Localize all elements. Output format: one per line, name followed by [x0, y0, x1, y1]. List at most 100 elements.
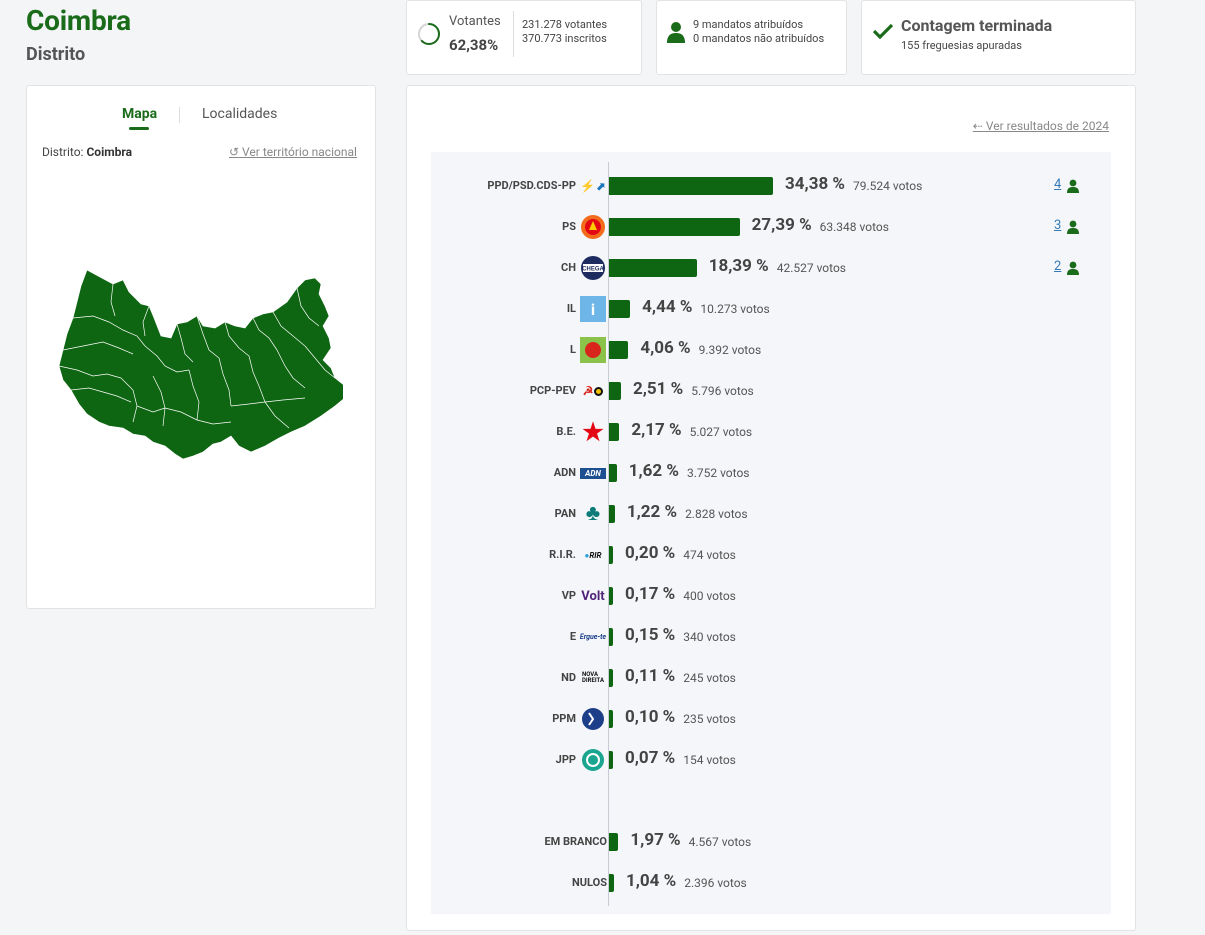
result-bar: [609, 751, 613, 769]
party-name: PPM: [552, 712, 576, 725]
result-pct: 1,22 %: [626, 502, 678, 522]
result-votes: 474 votos: [683, 548, 736, 562]
distrito-prefix: Distrito:: [42, 145, 84, 159]
party-name: E: [569, 630, 576, 643]
tab-divider: [179, 107, 180, 123]
result-bar: [609, 259, 697, 277]
party-row: PCP-PEV ☭ 2,51 % 5.796 votos: [431, 376, 1111, 406]
result-bar: [609, 382, 621, 400]
ver-resultados-2024-link[interactable]: ⇠ Ver resultados de 2024: [973, 119, 1109, 133]
party-name: VP: [561, 589, 576, 602]
party-name: ND: [561, 671, 576, 684]
freguesias-apuradas: 155 freguesias apuradas: [901, 39, 1022, 52]
party-row: E Ergue-te 0,15 % 340 votos: [431, 622, 1111, 652]
result-votes: 9.392 votos: [698, 343, 762, 357]
party-name: ADN: [553, 466, 576, 479]
rir-logo: ●RIR: [584, 550, 602, 560]
result-pct: 34,38 %: [785, 174, 845, 194]
party-row: VP Volt 0,17 % 400 votos: [431, 581, 1111, 611]
volt-logo: Volt: [581, 588, 605, 604]
result-votes: 79.524 votos: [853, 179, 923, 193]
contagem-card: Contagem terminada 155 freguesias apurad…: [861, 0, 1136, 75]
result-pct: 1,04 %: [625, 871, 677, 891]
party-name: EM BRANCO: [544, 835, 607, 848]
result-bar: [609, 874, 614, 892]
undo-icon: ↺: [229, 145, 240, 159]
axis-line: [608, 162, 609, 906]
pan-logo: ♣: [585, 501, 601, 526]
result-bar: [609, 218, 740, 236]
ergue-te-logo: Ergue-te: [579, 633, 607, 641]
result-votes: 63.348 votos: [819, 220, 889, 234]
result-pct: 0,17 %: [625, 584, 676, 604]
result-votes: 340 votos: [683, 630, 736, 644]
seats-link[interactable]: 3: [1054, 218, 1062, 233]
chega-logo: CHEGA: [579, 254, 607, 282]
party-row: JPP 0,07 % 154 votos: [431, 745, 1111, 775]
result-bar: [609, 710, 613, 728]
result-bar: [609, 833, 619, 851]
party-row: PS 27,39 % 63.348 votos 3: [431, 212, 1111, 242]
party-row: ADN ADN 1,62 % 3.752 votos: [431, 458, 1111, 488]
other-votes-row: EM BRANCO 1,97 % 4.567 votos: [431, 827, 1111, 857]
party-row: L 4,06 % 9.392 votos: [431, 335, 1111, 365]
result-pct: 1,97 %: [630, 830, 681, 850]
party-row: CH CHEGA 18,39 % 42.527 votos 2: [431, 253, 1111, 283]
contagem-title: Contagem terminada: [901, 16, 1053, 35]
person-icon: [1067, 179, 1079, 193]
party-name: PS: [562, 220, 576, 233]
party-name: JPP: [555, 753, 576, 766]
result-bar: [609, 628, 613, 646]
result-bar: [609, 505, 615, 523]
be-logo: ★: [582, 418, 604, 446]
party-name: NULOS: [572, 876, 607, 889]
page-subtitle: Distrito: [26, 44, 86, 65]
result-pct: 18,39 %: [708, 256, 769, 276]
party-row: R.I.R. ●RIR 0,20 % 474 votos: [431, 540, 1111, 570]
tab-mapa[interactable]: Mapa: [122, 106, 158, 122]
result-bar: [609, 177, 773, 195]
nova-direita-logo: NOVA DIREITA: [582, 671, 604, 684]
result-votes: 42.527 votos: [776, 261, 846, 275]
divider: [513, 11, 514, 57]
result-pct: 0,20 %: [625, 543, 676, 563]
ps-logo: [579, 213, 607, 241]
il-logo: i: [579, 295, 607, 323]
result-pct: 4,44 %: [642, 297, 693, 317]
district-shape[interactable]: [58, 269, 343, 460]
result-votes: 154 votos: [683, 753, 736, 767]
person-icon: [667, 22, 685, 43]
svg-text:CHEGA: CHEGA: [582, 267, 604, 273]
party-name: IL: [566, 302, 576, 315]
result-pct: 0,11 %: [625, 666, 676, 686]
seats-link[interactable]: 4: [1054, 177, 1062, 192]
psd-cds-logo: ⚡ ⬈: [580, 179, 606, 193]
tab-localidades[interactable]: Localidades: [202, 106, 278, 122]
result-bar: [609, 546, 613, 564]
inscritos-count: 370.773 inscritos: [522, 32, 607, 45]
results-chart: PPD/PSD.CDS-PP ⚡ ⬈ 34,38 % 79.524 votos 4 PS 27…: [431, 152, 1111, 914]
result-votes: 5.027 votos: [689, 425, 753, 439]
result-pct: 27,39 %: [751, 215, 812, 235]
votantes-card: Votantes 62,38% 231.278 votantes 370.773…: [406, 0, 642, 75]
person-icon: [1067, 220, 1079, 234]
result-pct: 4,06 %: [640, 338, 691, 358]
result-votes: 10.273 votos: [700, 302, 770, 316]
party-name: L: [570, 343, 576, 356]
ver-territorio-link[interactable]: ↺ Ver território nacional: [229, 145, 357, 159]
votantes-pct: 62,38%: [449, 36, 499, 54]
map-panel: Mapa Localidades Distrito: Coimbra ↺ Ver…: [26, 85, 376, 609]
party-name: PCP-PEV: [529, 384, 576, 397]
ver-2024-label: Ver resultados de 2024: [985, 119, 1109, 133]
jpp-logo: [579, 746, 607, 774]
result-votes: 245 votos: [683, 671, 736, 685]
result-votes: 400 votos: [683, 589, 736, 603]
other-votes-row: NULOS 1,04 % 2.396 votos: [431, 868, 1111, 898]
turnout-ring-icon: [418, 23, 440, 45]
seats-link[interactable]: 2: [1054, 259, 1062, 274]
party-name: PAN: [554, 507, 576, 520]
results-panel: ⇠ Ver resultados de 2024 PPD/PSD.CDS-PP ⚡…: [406, 85, 1136, 931]
district-map[interactable]: [53, 266, 343, 466]
votantes-label: Votantes: [449, 14, 501, 29]
party-row: IL i 4,44 % 10.273 votos: [431, 294, 1111, 324]
